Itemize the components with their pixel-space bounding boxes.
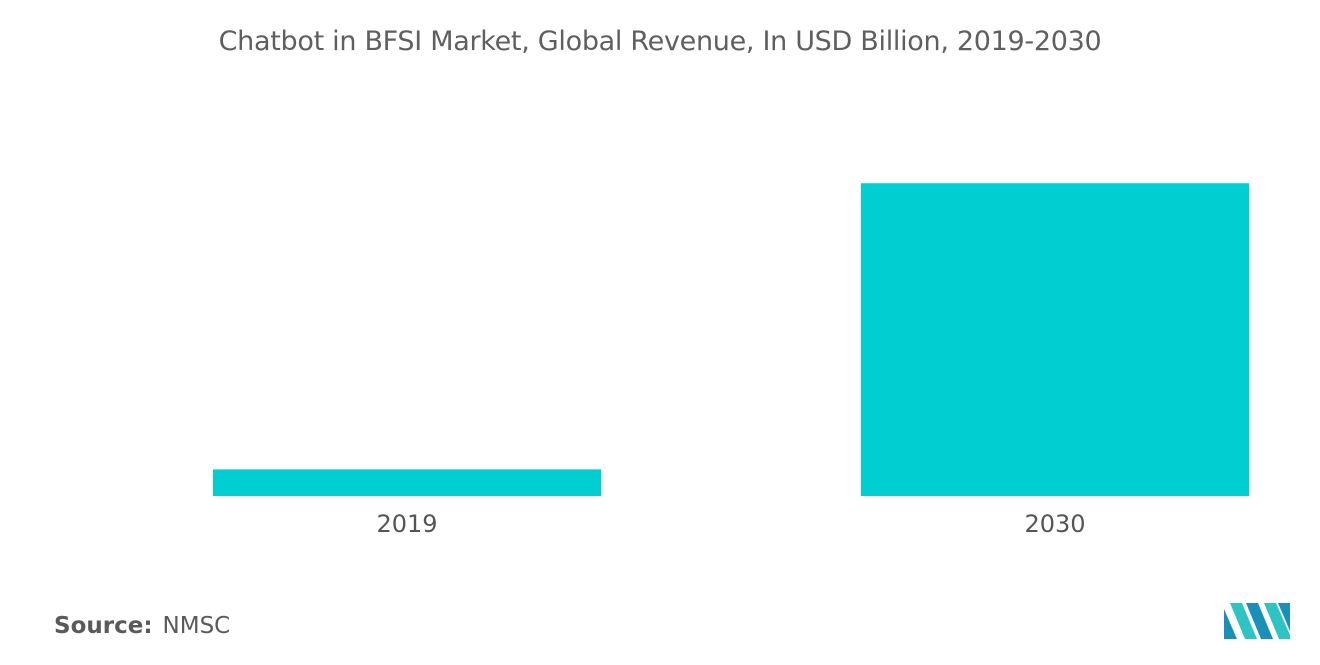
mordor-intelligence-logo-icon	[1224, 603, 1290, 639]
source-note: Source: NMSC	[54, 613, 230, 639]
bar-2019	[213, 469, 601, 496]
chart-title: Chatbot in BFSI Market, Global Revenue, …	[218, 26, 1102, 57]
x-tick-label-2019: 2019	[376, 510, 437, 538]
bar-2030	[861, 183, 1249, 496]
x-tick-label-2030: 2030	[1024, 510, 1085, 538]
source-label: Source:	[54, 613, 153, 639]
source-value: NMSC	[162, 613, 231, 639]
